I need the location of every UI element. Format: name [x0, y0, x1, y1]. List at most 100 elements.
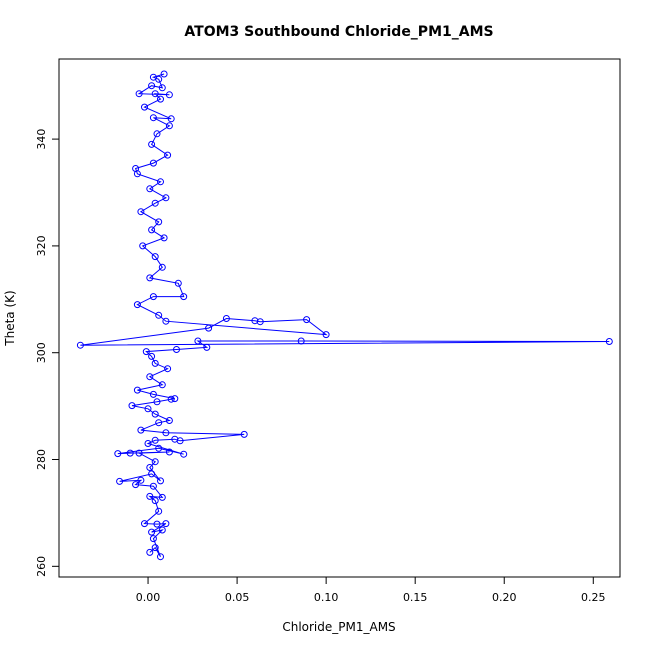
- x-tick-label: 0.00: [136, 591, 161, 604]
- data-point: [165, 91, 173, 99]
- x-axis-label: Chloride_PM1_AMS: [282, 620, 395, 634]
- data-point: [153, 520, 161, 528]
- data-point: [116, 477, 124, 485]
- data-point: [158, 381, 166, 389]
- data-point: [162, 429, 170, 437]
- plot-frame: [58, 58, 621, 578]
- chart-title: ATOM3 Southbound Chloride_PM1_AMS: [184, 24, 493, 40]
- data-point: [148, 528, 156, 536]
- data-point: [167, 395, 175, 403]
- data-point: [155, 218, 163, 226]
- x-tick-label: 0.25: [581, 591, 606, 604]
- data-point: [148, 470, 156, 478]
- data-point: [155, 444, 163, 452]
- y-axis: 260 280 300 320 340: [35, 129, 60, 577]
- data-point: [158, 493, 166, 501]
- data-point: [157, 553, 164, 561]
- series-line-group: [80, 73, 610, 557]
- data-point: [164, 151, 172, 159]
- data-point: [142, 348, 150, 356]
- data-point: [149, 293, 157, 301]
- data-point: [256, 318, 264, 326]
- data-point: [153, 130, 161, 138]
- data-point: [149, 535, 157, 543]
- data-point: [146, 548, 154, 556]
- data-point: [133, 301, 141, 309]
- data-point: [173, 346, 180, 353]
- data-point: [126, 449, 134, 457]
- data-point: [167, 115, 175, 123]
- data-point: [322, 331, 330, 339]
- data-point: [164, 365, 172, 373]
- data-point: [176, 437, 184, 445]
- data-point: [151, 410, 159, 418]
- data-point: [162, 194, 170, 202]
- data-point: [158, 526, 166, 534]
- data-point: [162, 520, 170, 528]
- data-point: [158, 84, 166, 92]
- data-point: [151, 359, 159, 367]
- data-point: [165, 417, 173, 424]
- data-point: [174, 279, 182, 287]
- data-point: [297, 337, 305, 345]
- data-point: [162, 317, 170, 325]
- data-point: [137, 426, 145, 434]
- data-point: [160, 70, 168, 78]
- data-point: [157, 477, 164, 485]
- data-point: [151, 497, 159, 505]
- data-point: [141, 520, 148, 528]
- data-point: [240, 430, 248, 438]
- x-axis: 0.00 0.05 0.10 0.15 0.20 0.25: [136, 576, 606, 604]
- x-tick-label: 0.05: [225, 591, 250, 604]
- data-point: [137, 208, 145, 216]
- data-point: [155, 419, 163, 427]
- data-points-group: [76, 70, 613, 561]
- data-point: [149, 482, 157, 490]
- data-point: [135, 449, 143, 457]
- data-point: [160, 234, 168, 242]
- data-point: [203, 343, 211, 351]
- y-tick-label: 340: [35, 129, 48, 150]
- data-point: [157, 178, 164, 186]
- data-point: [149, 114, 157, 122]
- data-point: [132, 481, 140, 489]
- y-tick-label: 300: [35, 342, 48, 363]
- data-point: [180, 293, 188, 301]
- x-tick-label: 0.10: [314, 591, 339, 604]
- data-point: [153, 398, 161, 406]
- data-point: [157, 95, 164, 103]
- data-point: [605, 338, 613, 345]
- data-point: [114, 450, 122, 458]
- data-point: [146, 185, 154, 193]
- data-point: [222, 315, 230, 322]
- data-point: [146, 373, 154, 381]
- y-tick-label: 260: [35, 556, 48, 577]
- data-point: [165, 448, 173, 456]
- data-point: [148, 226, 156, 234]
- data-point: [158, 263, 166, 271]
- y-axis-label: Theta (K): [3, 290, 17, 346]
- data-point: [76, 341, 84, 349]
- data-point: [171, 395, 179, 403]
- data-point: [149, 73, 157, 81]
- data-point: [151, 90, 159, 98]
- data-point: [148, 140, 156, 148]
- data-point: [144, 440, 152, 447]
- x-tick-label: 0.15: [403, 591, 428, 604]
- data-point: [146, 274, 154, 282]
- data-point: [133, 386, 141, 394]
- x-tick-label: 0.20: [492, 591, 517, 604]
- data-point: [148, 352, 156, 360]
- data-point: [146, 464, 154, 471]
- data-point: [128, 402, 136, 410]
- data-point: [155, 311, 163, 319]
- data-point: [132, 165, 140, 172]
- data-point: [151, 458, 159, 466]
- data-point: [149, 159, 157, 167]
- data-point: [141, 103, 148, 111]
- data-point: [151, 436, 159, 444]
- data-point: [180, 450, 188, 458]
- data-point: [149, 390, 157, 398]
- data-point: [148, 82, 156, 90]
